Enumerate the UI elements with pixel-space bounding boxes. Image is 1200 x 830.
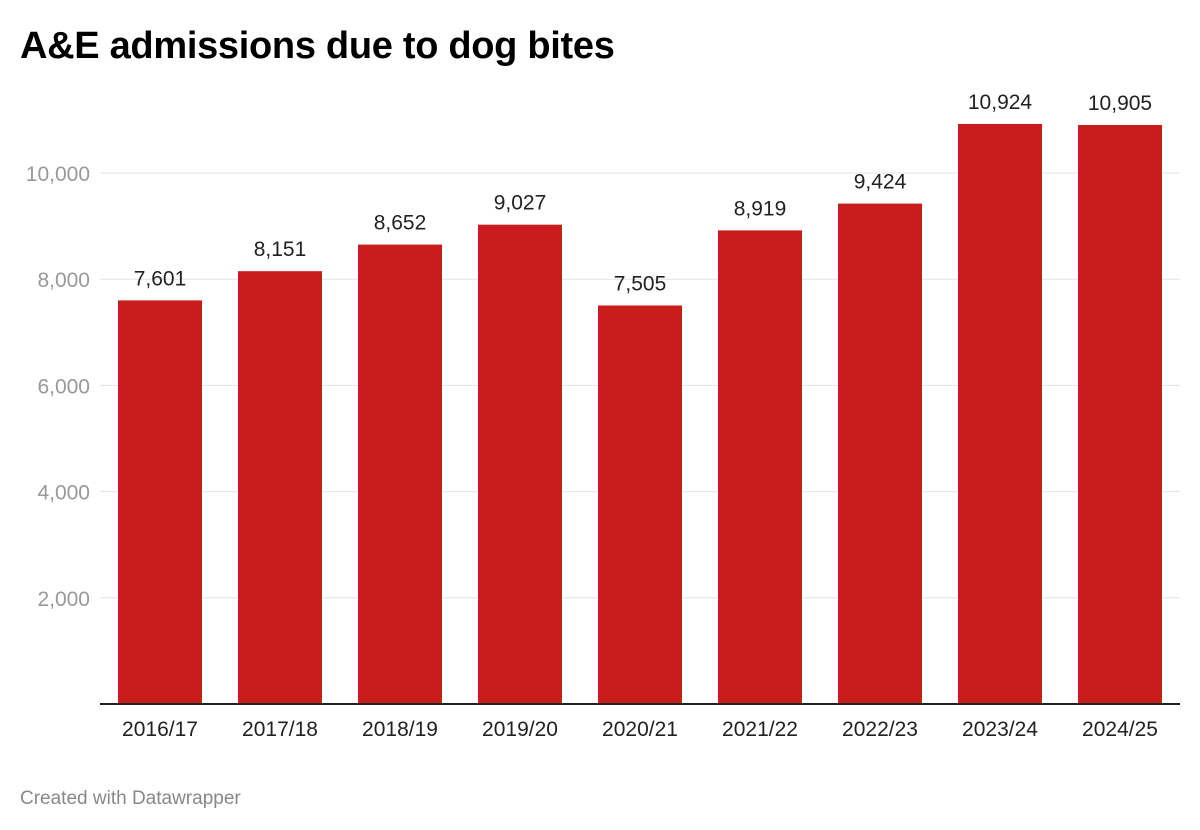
bar-2021-22: [718, 230, 802, 704]
y-tick-label: 6,000: [37, 375, 90, 398]
x-axis-category-labels: 2016/17 2017/18 2018/19 2019/20 2020/21 2021/…: [122, 718, 1158, 741]
value-label: 7,505: [614, 272, 667, 295]
bar-2019-20: [478, 224, 562, 704]
value-label: 8,151: [254, 238, 307, 261]
chart-title: A&E admissions due to dog bites: [20, 25, 615, 67]
x-category-label: 2023/24: [962, 718, 1038, 741]
x-category-label: 2017/18: [242, 718, 318, 741]
y-tick-label: 4,000: [37, 482, 90, 505]
x-category-label: 2016/17: [122, 718, 198, 741]
bar-2017-18: [238, 271, 322, 704]
value-label: 9,424: [854, 171, 907, 194]
x-category-label: 2021/22: [722, 718, 798, 741]
bar-2024-25: [1078, 124, 1162, 704]
value-label: 9,027: [494, 192, 547, 215]
y-tick-label: 8,000: [37, 269, 90, 292]
bar-2023-24: [958, 123, 1042, 704]
value-label: 8,919: [734, 197, 787, 220]
bars: [118, 123, 1162, 704]
credit-text: Created with Datawrapper: [20, 788, 241, 809]
value-label: 10,905: [1088, 92, 1152, 115]
x-category-label: 2019/20: [482, 718, 558, 741]
bar-2020-21: [598, 305, 682, 704]
value-label: 7,601: [134, 267, 187, 290]
value-label: 10,924: [968, 91, 1033, 114]
bar-2016-17: [118, 300, 202, 704]
x-category-label: 2022/23: [842, 718, 918, 741]
bar-2018-19: [358, 244, 442, 704]
bar-2022-23: [838, 203, 922, 704]
y-axis-tick-labels: 2,000 4,000 6,000 8,000 10,000: [26, 163, 90, 611]
x-category-label: 2018/19: [362, 718, 438, 741]
value-label: 8,652: [374, 212, 427, 235]
y-tick-label: 2,000: [37, 588, 90, 611]
x-category-label: 2024/25: [1082, 718, 1158, 741]
x-category-label: 2020/21: [602, 718, 678, 741]
value-labels: 7,601 8,151 8,652 9,027 7,505 8,919 9,424 10,92…: [134, 91, 1152, 296]
y-tick-label: 10,000: [26, 163, 90, 186]
